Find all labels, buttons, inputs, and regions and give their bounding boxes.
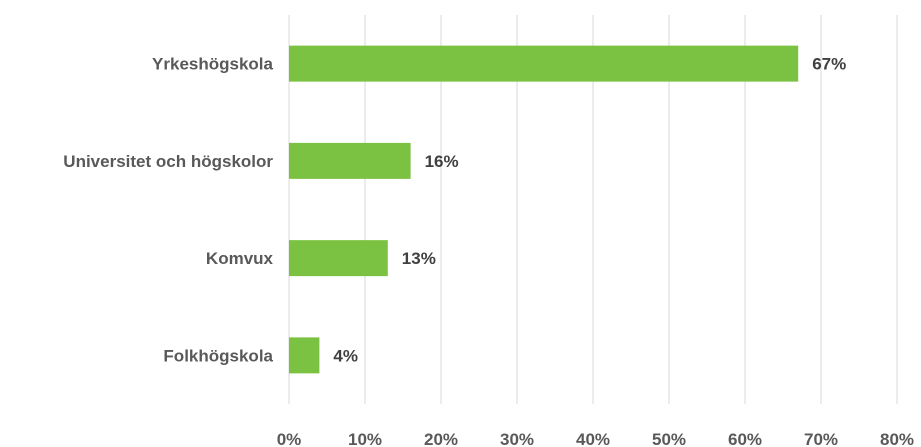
data-label: 16% xyxy=(425,152,459,171)
category-labels: Yrkeshögskola Universitet och högskolor Ko… xyxy=(63,55,273,366)
bar xyxy=(289,240,388,277)
category-label: Komvux xyxy=(206,249,274,268)
category-label: Universitet och högskolor xyxy=(63,152,273,171)
category-label: Yrkeshögskola xyxy=(152,55,273,74)
x-tick-label: 30% xyxy=(500,430,534,447)
bars xyxy=(289,45,799,374)
data-label: 67% xyxy=(812,55,846,74)
bar xyxy=(289,45,799,82)
data-labels: 67% 16% 13% 4% xyxy=(333,55,846,366)
category-label: Folkhögskola xyxy=(163,346,273,365)
bar xyxy=(289,337,320,374)
x-tick-label: 0% xyxy=(277,430,302,447)
x-tick-label: 60% xyxy=(728,430,762,447)
x-tick-label: 40% xyxy=(576,430,610,447)
data-label: 13% xyxy=(402,249,436,268)
x-tick-label: 10% xyxy=(348,430,382,447)
bar xyxy=(289,142,411,179)
x-tick-label: 50% xyxy=(652,430,686,447)
data-label: 4% xyxy=(333,346,358,365)
x-axis-tick-labels: 0% 10% 20% 30% 40% 50% 60% 70% 80% xyxy=(277,430,914,447)
x-tick-label: 70% xyxy=(804,430,838,447)
x-tick-label: 80% xyxy=(880,430,914,447)
x-tick-label: 20% xyxy=(424,430,458,447)
